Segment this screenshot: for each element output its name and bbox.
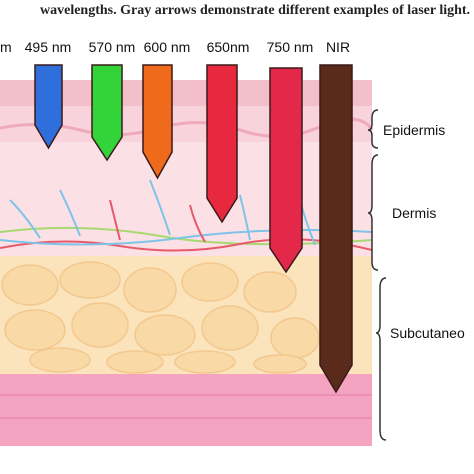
layer-label: Subcutaneo — [390, 325, 465, 341]
laser-arrows — [34, 64, 353, 394]
wavelength-label: 600 nm — [144, 39, 191, 55]
skin — [0, 80, 374, 446]
wavelength-label: NIR — [326, 39, 350, 55]
wavelength-label: 570 nm — [89, 39, 136, 55]
muscle-layer — [0, 374, 372, 446]
bracket — [375, 277, 387, 441]
fat-cells — [1, 261, 320, 374]
dermis-layer — [0, 142, 372, 258]
bracket — [367, 154, 379, 271]
bracket — [367, 109, 379, 149]
wavelength-label: 650nm — [207, 39, 250, 55]
caption: wavelengths. Gray arrows demonstrate dif… — [40, 3, 474, 18]
wavelength-label: 750 nm — [267, 39, 314, 55]
wavelength-label: 495 nm — [25, 39, 72, 55]
arrow-495 — [34, 64, 63, 150]
arrow-570 — [91, 64, 123, 162]
layer-label: Dermis — [392, 205, 436, 221]
wavelength-label: m — [0, 39, 12, 55]
arrow-650 — [206, 64, 238, 224]
arrow-750 — [269, 67, 303, 274]
layer-label: Epidermis — [383, 122, 445, 138]
muscle-lines — [0, 394, 372, 419]
arrow-600 — [142, 64, 173, 180]
arrow-nir — [319, 64, 353, 394]
